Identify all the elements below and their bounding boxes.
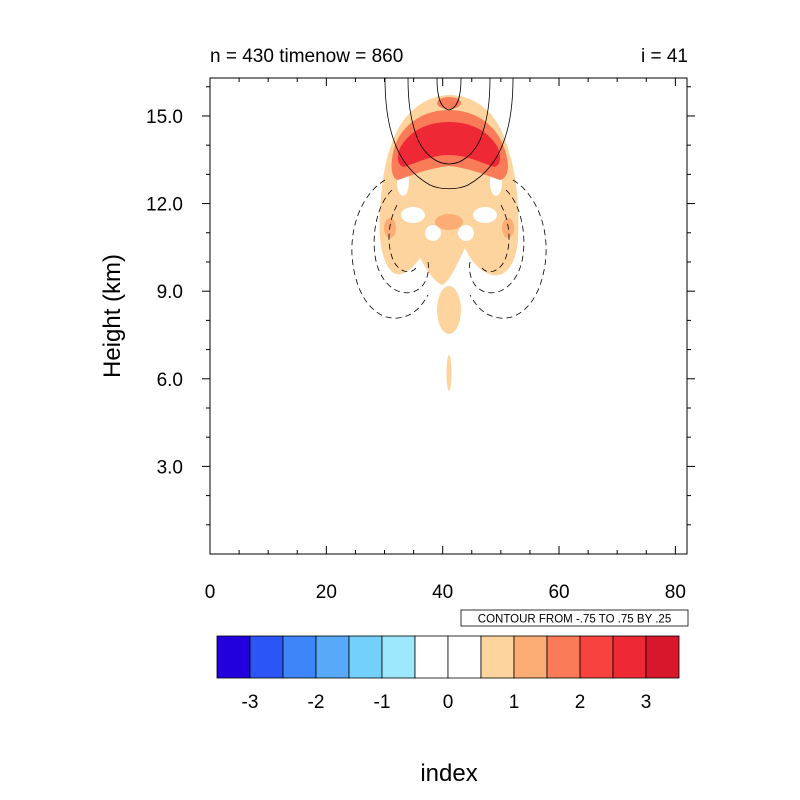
y-tick-label: 6.0 <box>157 370 183 391</box>
y-tick-label: 15.0 <box>146 107 183 128</box>
colorbar-swatch <box>315 635 350 679</box>
contour-info-text: CONTOUR FROM -.75 TO .75 BY .25 <box>478 614 671 626</box>
x-tick-labels: 0 20 40 60 80 <box>205 582 686 603</box>
y-tick-label: 12.0 <box>146 195 183 216</box>
plot-area <box>209 77 688 555</box>
contour-lines <box>351 77 547 319</box>
shaded-field <box>379 95 519 391</box>
colorbar-swatch <box>447 635 482 679</box>
colorbar-swatch <box>480 635 515 679</box>
x-tick-label: 20 <box>316 582 337 603</box>
colorbar-label: -2 <box>308 692 325 713</box>
colorbar-swatch <box>216 635 251 679</box>
colorbar <box>216 635 680 679</box>
colorbar-swatch <box>645 635 680 679</box>
colorbar-swatch <box>513 635 548 679</box>
title-right: i = 41 <box>641 46 688 67</box>
colorbar-swatch <box>381 635 416 679</box>
colorbar-swatch <box>546 635 581 679</box>
plot-frame <box>209 77 688 555</box>
y-tick-labels: 3.0 6.0 9.0 12.0 15.0 <box>146 107 183 478</box>
colorbar-swatch <box>249 635 284 679</box>
colorbar-swatch <box>612 635 647 679</box>
colorbar-label: -3 <box>242 692 259 713</box>
colorbar-label: 2 <box>575 692 586 713</box>
colorbar-label: 0 <box>443 692 454 713</box>
colorbar-label: 1 <box>509 692 520 713</box>
axis-ticks <box>202 78 695 554</box>
x-tick-label: 80 <box>665 582 686 603</box>
colorbar-swatch <box>579 635 614 679</box>
x-tick-label: 60 <box>548 582 569 603</box>
x-tick-label: 0 <box>205 582 216 603</box>
y-axis-label: Height (km) <box>99 254 126 378</box>
colorbar-swatch <box>414 635 449 679</box>
colorbar-label: -1 <box>374 692 391 713</box>
title-left: n = 430 timenow = 860 <box>210 46 403 67</box>
colorbar-swatch <box>348 635 383 679</box>
colorbar-swatch <box>282 635 317 679</box>
x-axis-label: index <box>420 760 477 787</box>
y-tick-label: 3.0 <box>157 457 183 478</box>
contour-info-box: CONTOUR FROM -.75 TO .75 BY .25 <box>460 609 689 627</box>
y-tick-label: 9.0 <box>157 282 183 303</box>
x-tick-label: 40 <box>432 582 453 603</box>
colorbar-label: 3 <box>641 692 652 713</box>
colorbar-labels: -3 -2 -1 0 1 2 3 <box>242 692 652 713</box>
